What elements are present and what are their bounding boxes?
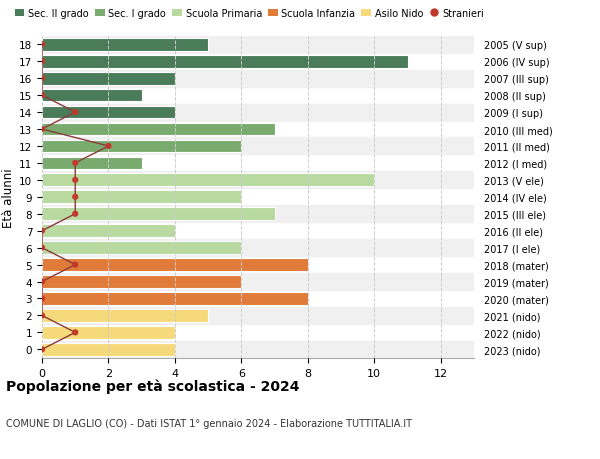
Point xyxy=(70,211,80,218)
Bar xyxy=(42,174,374,187)
Bar xyxy=(42,73,175,85)
Bar xyxy=(42,225,175,237)
Point xyxy=(37,245,47,252)
Text: COMUNE DI LAGLIO (CO) - Dati ISTAT 1° gennaio 2024 - Elaborazione TUTTITALIA.IT: COMUNE DI LAGLIO (CO) - Dati ISTAT 1° ge… xyxy=(6,418,412,428)
Point xyxy=(70,177,80,184)
Bar xyxy=(42,274,474,291)
Point xyxy=(37,92,47,100)
Bar xyxy=(42,140,241,153)
Point xyxy=(37,126,47,134)
Point xyxy=(37,278,47,285)
Bar xyxy=(42,191,241,204)
Bar xyxy=(42,292,308,305)
Point xyxy=(37,41,47,49)
Point xyxy=(104,143,113,150)
Legend: Sec. II grado, Sec. I grado, Scuola Primaria, Scuola Infanzia, Asilo Nido, Stran: Sec. II grado, Sec. I grado, Scuola Prim… xyxy=(11,5,488,22)
Bar xyxy=(42,104,474,121)
Point xyxy=(37,295,47,302)
Bar xyxy=(42,56,407,68)
Bar xyxy=(42,90,142,102)
Bar xyxy=(42,307,474,324)
Bar xyxy=(42,138,474,155)
Bar xyxy=(42,39,208,51)
Bar xyxy=(42,343,175,356)
Bar xyxy=(42,157,142,170)
Bar xyxy=(42,326,175,339)
Bar xyxy=(42,242,241,254)
Bar xyxy=(42,259,308,271)
Point xyxy=(70,160,80,167)
Point xyxy=(37,58,47,66)
Point xyxy=(70,194,80,201)
Bar xyxy=(42,106,175,119)
Point xyxy=(70,329,80,336)
Bar xyxy=(42,275,241,288)
Point xyxy=(37,312,47,319)
Text: Popolazione per età scolastica - 2024: Popolazione per età scolastica - 2024 xyxy=(6,379,299,393)
Bar xyxy=(42,341,474,358)
Bar xyxy=(42,71,474,88)
Point xyxy=(37,228,47,235)
Point xyxy=(70,261,80,269)
Bar xyxy=(42,123,275,136)
Bar xyxy=(42,208,275,221)
Bar xyxy=(42,37,474,54)
Bar xyxy=(42,309,208,322)
Bar xyxy=(42,172,474,189)
Point xyxy=(37,346,47,353)
Point xyxy=(37,75,47,83)
Y-axis label: Età alunni: Età alunni xyxy=(2,168,15,227)
Point xyxy=(70,109,80,117)
Bar xyxy=(42,240,474,257)
Bar xyxy=(42,206,474,223)
